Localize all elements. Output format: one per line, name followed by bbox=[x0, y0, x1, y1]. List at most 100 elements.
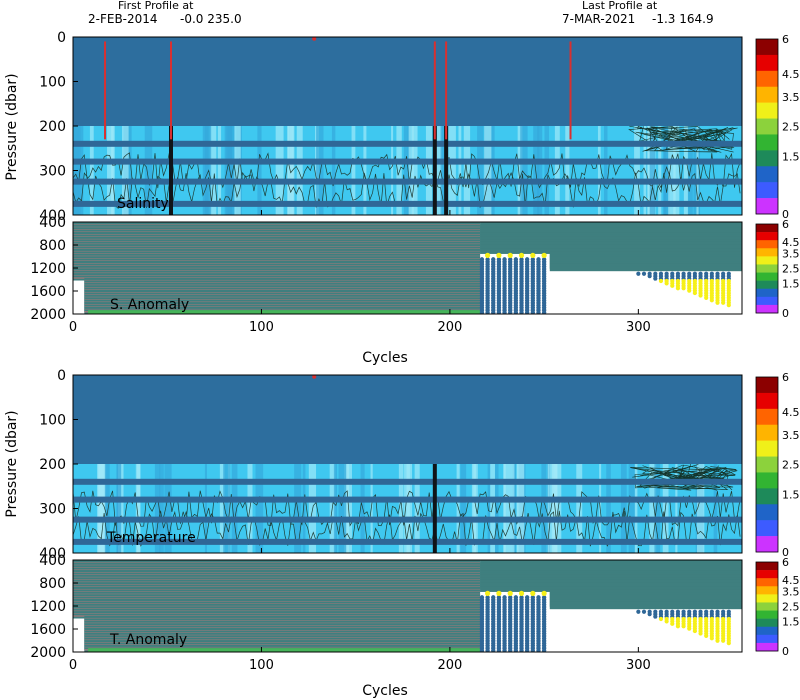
salinity-anomaly-label: S. Anomaly bbox=[110, 297, 189, 313]
salinity-anomaly-colorbar-frame bbox=[755, 223, 779, 314]
temperature-y-tick-label: 300 bbox=[39, 502, 66, 518]
salinity-colorbar: 6 4.5 3.5 2.5 1.5 0 bbox=[755, 33, 800, 221]
salinity-anomaly-profile-dot bbox=[704, 295, 709, 300]
salinity-anomaly-profile-dot bbox=[664, 281, 669, 286]
temperature-anomaly-profile-dot bbox=[647, 612, 652, 617]
salinity-field-patch bbox=[204, 126, 212, 215]
temperature-field-patch bbox=[548, 464, 555, 553]
salinity-label: Salinity bbox=[117, 196, 169, 212]
temperature-contour-cluster bbox=[667, 467, 726, 488]
temperature-field-patch bbox=[154, 464, 161, 553]
salinity-anomaly-colorbar-swatch bbox=[756, 272, 778, 281]
temperature-anomaly-y-tick-label: 800 bbox=[39, 576, 66, 592]
temperature-anomaly-colorbar-swatch bbox=[756, 570, 778, 579]
salinity-anomaly-colorbar-label: 6 bbox=[782, 218, 789, 231]
salinity-field-patch bbox=[537, 126, 543, 215]
salinity-thick-profile bbox=[168, 126, 173, 215]
salinity-anomaly-profile-dot bbox=[715, 300, 720, 305]
salinity-field-patch bbox=[425, 126, 433, 215]
temperature-anomaly-profile-dot bbox=[479, 648, 485, 652]
temperature-anomaly-profile-dot bbox=[692, 628, 697, 634]
temperature-anomaly-profile-dot bbox=[485, 648, 490, 652]
temperature-field-patch bbox=[406, 464, 413, 553]
temperature-field-patch bbox=[255, 464, 264, 553]
salinity-field-patch bbox=[412, 126, 418, 215]
temperature-anomaly-profile-dot bbox=[715, 638, 720, 643]
salinity-anomaly-shallow-row bbox=[480, 248, 742, 254]
salinity-anomaly-profile-dot bbox=[485, 310, 490, 314]
temperature-anomaly-surface-dot bbox=[541, 590, 547, 596]
temperature-colorbar-swatch bbox=[756, 392, 778, 410]
salinity-field-patch bbox=[658, 126, 662, 215]
salinity-field-patch bbox=[275, 126, 284, 215]
salinity-colorbar-swatch bbox=[756, 86, 778, 103]
temperature-field-patch bbox=[338, 464, 347, 553]
temperature-anomaly-profile-dot bbox=[530, 648, 536, 652]
salinity-anomaly-colorbar: 6 4.53.5 2.5 1.5 0 bbox=[755, 218, 800, 320]
temperature-anomaly-surface-dot bbox=[496, 590, 502, 596]
salinity-flag-point bbox=[312, 37, 317, 41]
salinity-colorbar-swatch bbox=[756, 54, 778, 72]
salinity-anomaly-profile-dot bbox=[721, 300, 726, 305]
temperature-anomaly-profile-dot bbox=[513, 648, 519, 652]
temperature-anomaly-x-tick-label: 100 bbox=[249, 658, 274, 673]
temperature-anomaly-profile-dot bbox=[508, 648, 513, 652]
salinity-field-patch bbox=[209, 126, 217, 215]
salinity-anomaly-profile-dot bbox=[658, 278, 664, 284]
salinity-anomaly-profile-dot bbox=[675, 286, 681, 291]
temperature-colorbar-swatch bbox=[756, 536, 778, 553]
temperature-anomaly-profile-dot bbox=[664, 619, 669, 624]
salinity-field-patch bbox=[533, 126, 540, 215]
salinity-anomaly-profile-dot bbox=[726, 303, 731, 308]
salinity-field-patch bbox=[316, 126, 324, 215]
temperature-anomaly-colorbar-swatch bbox=[756, 626, 778, 636]
salinity-anomaly-x-tick-label: 0 bbox=[69, 320, 77, 335]
salinity-anomaly-profile-dot bbox=[687, 288, 692, 293]
salinity-anomaly-colorbar-swatch bbox=[756, 280, 778, 290]
salinity-anomaly-colorbar-swatch bbox=[756, 256, 778, 265]
last-profile-coords: -1.3 164.9 bbox=[652, 12, 714, 26]
salinity-anomaly-colorbar-swatch bbox=[756, 296, 778, 306]
temperature-field-patch bbox=[628, 464, 636, 553]
temperature-anomaly-profile-dot bbox=[524, 648, 530, 652]
salinity-colorbar-label: 2.5 bbox=[782, 121, 800, 134]
temperature-anomaly-colorbar-frame bbox=[755, 561, 779, 652]
temperature-anomaly-shallow-row bbox=[549, 604, 742, 610]
salinity-flagged-profile bbox=[104, 41, 107, 140]
temperature-field-patch bbox=[494, 464, 499, 553]
salinity-field-patch bbox=[296, 126, 303, 215]
salinity-anomaly-profile-dot bbox=[681, 286, 686, 291]
salinity-y-tick-label: 100 bbox=[39, 75, 66, 91]
temperature-anomaly-profile-dot bbox=[641, 609, 647, 614]
salinity-field-patch bbox=[257, 126, 262, 215]
temperature-field-patch bbox=[541, 464, 547, 553]
salinity-colorbar-swatch bbox=[756, 39, 778, 56]
salinity-colorbar-frame bbox=[755, 38, 779, 215]
salinity-anomaly-profile-dot bbox=[491, 310, 496, 314]
salinity-sampling-line bbox=[73, 178, 742, 185]
temperature-anomaly-profile-dot bbox=[636, 609, 641, 614]
temperature-anomaly-x-tick-label: 300 bbox=[626, 658, 651, 673]
temperature-anomaly-profile-dot bbox=[496, 648, 502, 652]
temperature-field-patch bbox=[696, 464, 705, 553]
salinity-anomaly-colorbar-label: 1.5 bbox=[782, 278, 800, 291]
temperature-field-patch bbox=[675, 464, 678, 553]
salinity-anomaly-profile-dot bbox=[519, 310, 524, 314]
temperature-anomaly-profile-dot bbox=[670, 621, 675, 626]
salinity-anomaly-colorbar-swatch bbox=[756, 264, 778, 273]
salinity-field-patch bbox=[663, 126, 670, 215]
temperature-field-patch bbox=[223, 464, 231, 553]
temperature-field-patch bbox=[510, 464, 515, 553]
temperature-anomaly-colorbar-label: 6 bbox=[782, 556, 789, 569]
temperature-anomaly-profile-dot bbox=[726, 641, 731, 646]
temperature-anomaly-profile-dot bbox=[681, 624, 686, 629]
temperature-y-tick-label: 400 bbox=[39, 546, 66, 562]
temperature-field-patch bbox=[159, 464, 164, 553]
temperature-anomaly-colorbar-swatch bbox=[756, 578, 778, 587]
temperature-y-tick-label: 0 bbox=[57, 368, 66, 384]
salinity-y-tick-label: 0 bbox=[57, 30, 66, 46]
temperature-field-patch bbox=[576, 464, 583, 553]
salinity-anomaly-profile-dot bbox=[502, 310, 507, 314]
salinity-anomaly-profile-dot bbox=[508, 310, 513, 314]
temperature-field-patch bbox=[398, 464, 404, 553]
